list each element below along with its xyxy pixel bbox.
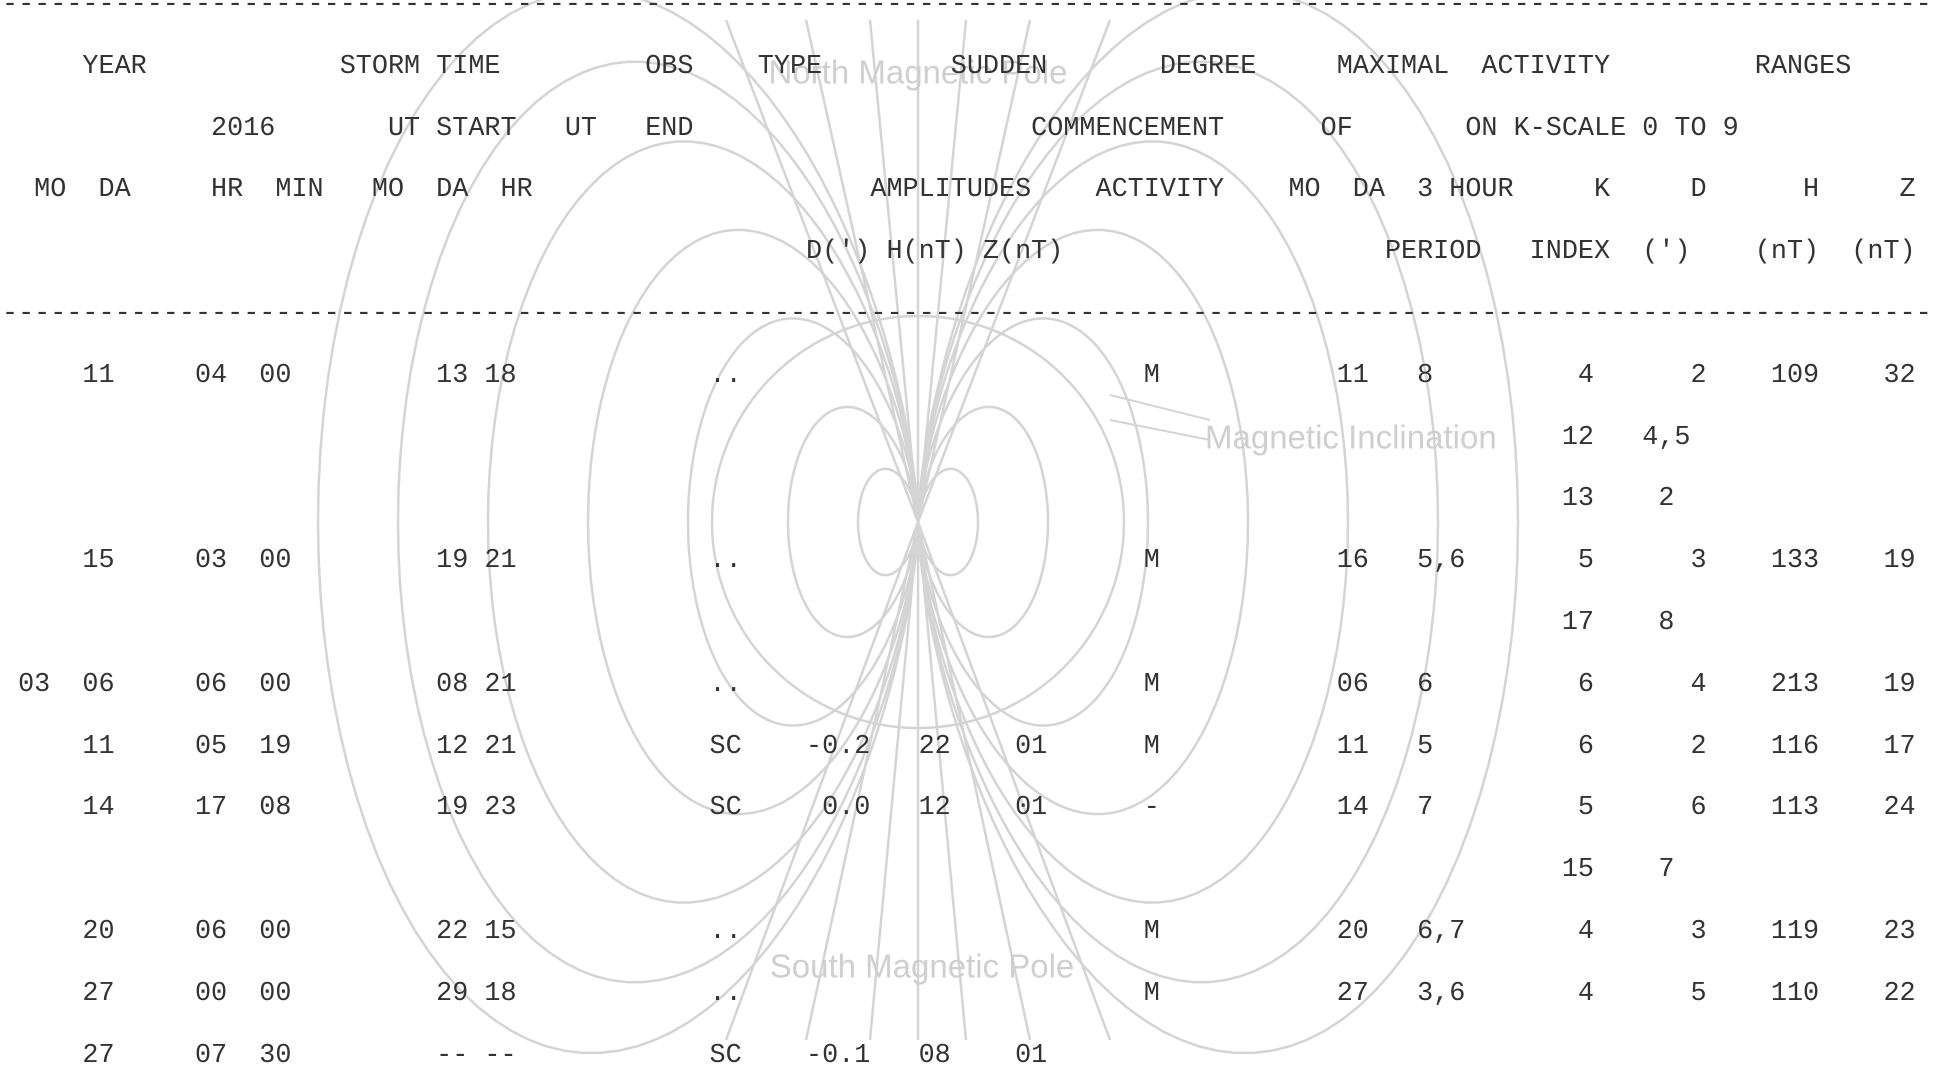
field-line	[916, 60, 1440, 984]
field-line	[916, 0, 1520, 1055]
text-line: 17 8	[2, 608, 1675, 638]
south-pole-label: South Magnetic Pole	[770, 948, 1075, 985]
text-line: YEAR STORM TIME OBS TYPE SUDDEN DEGREE M…	[2, 51, 1852, 82]
text-line: 15 7	[2, 855, 1675, 886]
text-line: 11 05 19 12 21 SC -0.2 22 01 M 11 5 6 2 …	[2, 731, 1916, 762]
pole-line	[724, 19, 920, 523]
field-line	[486, 140, 920, 904]
text-line: D(') H(nT) Z(nT) PERIOD INDEX (') (nT) (…	[2, 237, 1916, 268]
text-line: 14 17 08 19 23 SC 0.0 12 01 - 14 7 5 6 1…	[2, 793, 1916, 824]
pole-line	[916, 19, 968, 523]
north-pole-label: North Magnetic Pole	[769, 54, 1068, 91]
field-line	[586, 228, 920, 816]
text-line: 13 2	[2, 484, 1675, 515]
pole-line	[916, 521, 968, 1041]
field-line	[916, 140, 1350, 904]
pointer	[1109, 394, 1211, 421]
field-line	[686, 317, 920, 727]
text-line: 2016 UT START UT END COMMENCEMENT OF ON …	[2, 113, 1739, 144]
pole-line	[916, 19, 1112, 523]
pole-line	[916, 521, 1032, 1041]
pole-line	[804, 521, 920, 1041]
pole-line	[724, 521, 920, 1041]
pole-line	[868, 19, 920, 523]
field-line	[916, 317, 1150, 727]
pole-line	[804, 19, 920, 523]
field-line	[316, 0, 920, 1055]
field-line	[396, 60, 920, 984]
text-line: ----------------------------------------…	[2, 299, 1932, 329]
text-line: 12 4,5	[2, 422, 1691, 453]
inclination-label: Magnetic Inclination	[1205, 419, 1497, 456]
field-line	[786, 405, 920, 639]
text-line: 15 03 00 19 21 .. M 16 5,6 5 3 133 19	[2, 546, 1916, 577]
pole-line	[916, 521, 1112, 1041]
text-line: ----------------------------------------…	[2, 0, 1932, 20]
pole-line	[916, 19, 1032, 523]
field-line	[916, 405, 1050, 639]
text-line: 03 06 06 00 08 21 .. M 06 6 6 4 213 19	[2, 669, 1916, 700]
pole-line	[868, 521, 920, 1041]
text-line: MO DA HR MIN MO DA HR AMPLITUDES ACTIVIT…	[2, 175, 1916, 206]
text-line: 11 04 00 13 18 .. M 11 8 4 2 109 32	[2, 360, 1916, 391]
text-line: 27 07 30 -- -- SC -0.1 08 01	[2, 1040, 1048, 1066]
text-line: 20 06 00 22 15 .. M 20 6,7 4 3 119 23	[2, 917, 1916, 947]
field-line	[916, 228, 1250, 816]
text-line: 27 00 00 29 18 .. M 27 3,6 4 5 110 22	[2, 978, 1916, 1009]
pointer	[1109, 419, 1211, 441]
earth-circle	[710, 314, 1126, 730]
